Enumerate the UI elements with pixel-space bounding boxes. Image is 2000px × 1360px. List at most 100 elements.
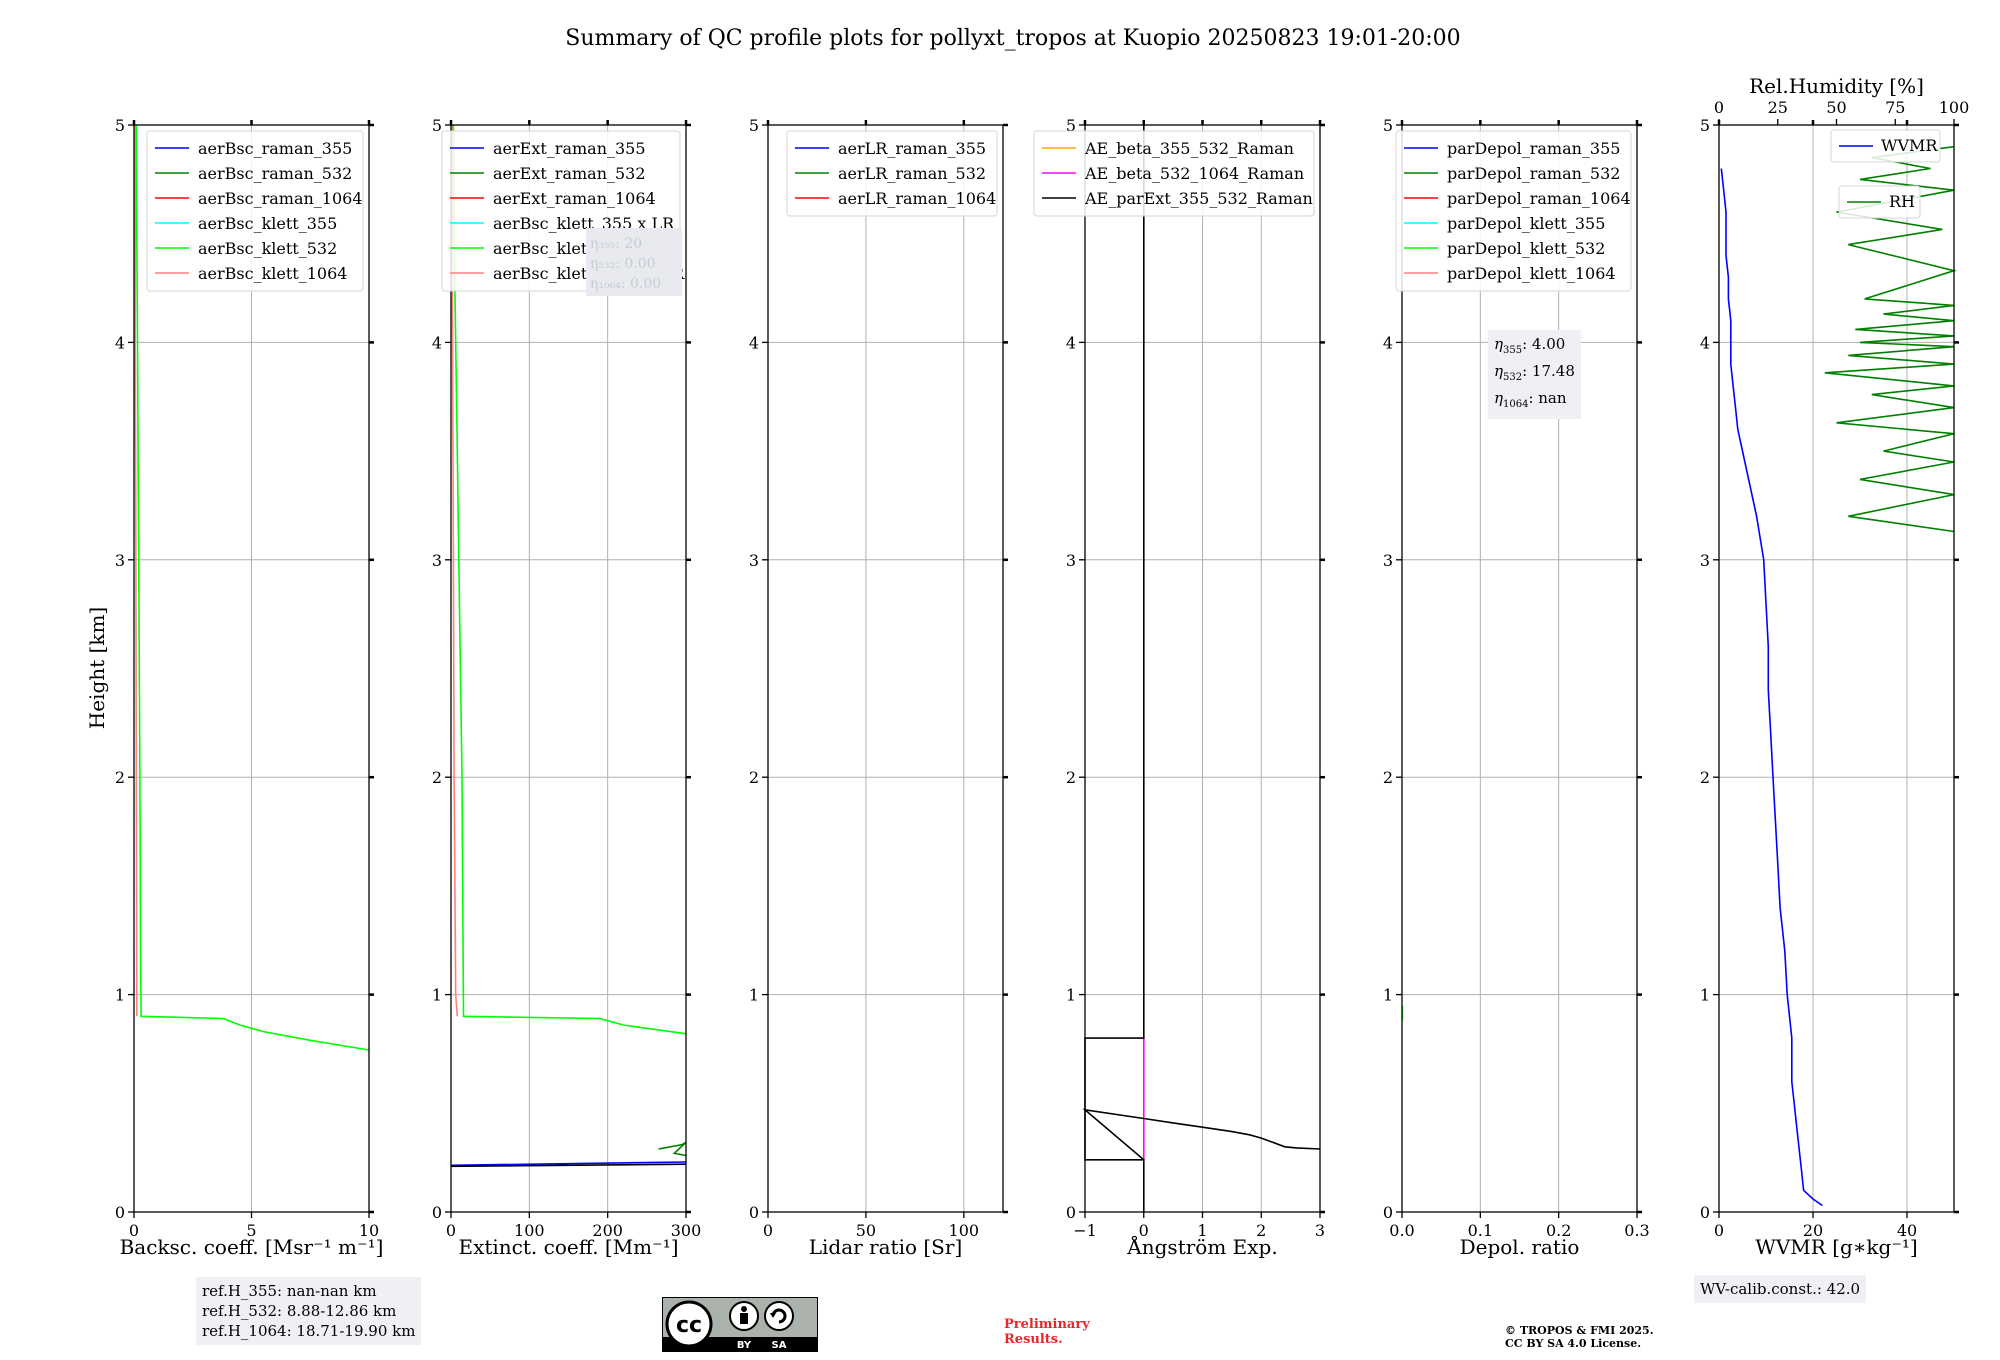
ref-height-355: ref.H_355: nan-nan km (202, 1282, 377, 1300)
y-tick-label: 0 (432, 1203, 442, 1222)
axes-frame (1401, 124, 1638, 1213)
y-tick-label: 5 (1066, 116, 1076, 135)
x-tick-label: 5 (246, 1221, 256, 1240)
cc-by-sa-badge: cc BY SA (662, 1297, 818, 1352)
y-tick-label: 0 (1383, 1203, 1393, 1222)
eta-1064: η1064: nan (1494, 389, 1567, 410)
y-tick-label: 3 (115, 551, 125, 570)
y-tick-label: 0 (749, 1203, 759, 1222)
x-tick-label: 0 (129, 1221, 139, 1240)
series-line-wvmr (1720, 168, 1823, 1207)
legend-label: aerLR_raman_532 (838, 164, 986, 183)
x2-tick-label: 100 (1939, 98, 1970, 117)
series-line-aerbsc-klett-532 (135, 124, 370, 1051)
eta-box-hidden (586, 228, 682, 296)
x-tick-label: 0.3 (1624, 1221, 1649, 1240)
legend-label: parDepol_klett_355 (1447, 214, 1605, 233)
series-line-rh (1824, 145, 1957, 533)
legend-label: aerBsc_klett_355 (198, 214, 337, 233)
y-tick-label: 1 (1066, 986, 1076, 1005)
y-tick-label: 3 (1700, 551, 1710, 570)
x-tick-label: 50 (856, 1221, 876, 1240)
preliminary-note: Preliminary Results. (1004, 1317, 1090, 1347)
eta-hidden-line: η₃₅₅: 20 (590, 236, 642, 252)
legend-label: parDepol_klett_532 (1447, 239, 1605, 258)
y-tick-label: 5 (115, 116, 125, 135)
x2-tick-label: 25 (1768, 98, 1788, 117)
wv-calib-box: WV-calib.const.: 42.0 (1694, 1275, 1867, 1303)
x-axis-label: WVMR [g∗kg⁻¹] (1755, 1235, 1917, 1259)
svg-text:BY: BY (737, 1340, 752, 1351)
y-tick-label: 4 (432, 333, 442, 352)
y-tick-label: 4 (1383, 333, 1393, 352)
legend-label: AE_beta_532_1064_Raman (1084, 164, 1304, 183)
legend-label: AE_beta_355_532_Raman (1084, 139, 1294, 158)
x-tick-label: 100 (949, 1221, 980, 1240)
x-tick-label: 0 (1139, 1221, 1149, 1240)
x-tick-label: 0.0 (1389, 1221, 1414, 1240)
legend-label: aerExt_raman_1064 (493, 189, 656, 208)
wv-calib-text: WV-calib.const.: 42.0 (1700, 1280, 1861, 1298)
svg-text:SA: SA (772, 1340, 787, 1351)
legend-label: aerLR_raman_355 (838, 139, 986, 158)
x-tick-label: 0 (763, 1221, 773, 1240)
y-tick-label: 5 (1383, 116, 1393, 135)
y-tick-label: 2 (1383, 768, 1393, 787)
legend-label: aerBsc_raman_1064 (198, 189, 363, 208)
cc-badge-graphic: cc BY SA (662, 1297, 818, 1352)
y-tick-label: 0 (115, 1203, 125, 1222)
y-tick-label: 2 (1066, 768, 1076, 787)
svg-text:cc: cc (676, 1313, 702, 1338)
y-tick-label: 5 (1700, 116, 1710, 135)
y-tick-label: 3 (432, 551, 442, 570)
y-tick-label: 5 (749, 116, 759, 135)
legend-label: parDepol_raman_355 (1447, 139, 1620, 158)
y-tick-label: 4 (115, 333, 125, 352)
copyright-note: © TROPOS & FMI 2025. CC BY SA 4.0 Licens… (1505, 1324, 1654, 1350)
x-tick-label: 20 (1803, 1221, 1823, 1240)
y-tick-label: 0 (1066, 1203, 1076, 1222)
axes-frame (767, 124, 1004, 1213)
y-tick-label: 3 (1066, 551, 1076, 570)
legend-label: aerExt_raman_532 (493, 164, 646, 183)
legend-label: aerBsc_klett_532 (198, 239, 337, 258)
legend-box (1830, 129, 1941, 163)
x-axis-label: Backsc. coeff. [Msr⁻¹ m⁻¹] (120, 1235, 384, 1259)
x-tick-label: 2 (1256, 1221, 1266, 1240)
x-tick-label: 3 (1315, 1221, 1325, 1240)
eta-hidden-line: η₁₀₆₄: 0.00 (590, 276, 661, 292)
x-tick-label: −1 (1073, 1221, 1097, 1240)
series-line-aerbsc-klett-1064-x-lr (450, 124, 459, 1017)
cc-icon (665, 1300, 713, 1348)
y-tick-label: 2 (749, 768, 759, 787)
y-tick-label: 1 (1383, 986, 1393, 1005)
y-tick-label: 4 (749, 333, 759, 352)
x-tick-label: 10 (359, 1221, 379, 1240)
y-axis-label: Height [km] (85, 607, 109, 729)
legend-label: AE_parExt_355_532_Raman (1084, 189, 1313, 208)
axes-frame (1718, 124, 1955, 1213)
x-tick-label: 0.2 (1546, 1221, 1571, 1240)
legend-label: RH (1889, 192, 1915, 211)
legend-label: parDepol_raman_532 (1447, 164, 1620, 183)
legend-label: aerBsc_raman_532 (198, 164, 352, 183)
x-tick-label: 0 (446, 1221, 456, 1240)
y-tick-label: 1 (749, 986, 759, 1005)
x-axis-label: Ångström Exp. (1126, 1234, 1277, 1259)
legend-box (1395, 130, 1632, 292)
legend-label: aerBsc_raman_355 (198, 139, 352, 158)
y-tick-label: 3 (1383, 551, 1393, 570)
y-tick-label: 0 (1700, 1203, 1710, 1222)
y-tick-label: 4 (1700, 333, 1710, 352)
series-line-unnamed-6 (450, 1163, 687, 1168)
series-line-aerext-raman-355 (450, 1161, 687, 1167)
legend-box (1033, 130, 1315, 217)
y-tick-label: 2 (1700, 768, 1710, 787)
axes-frame (450, 124, 687, 1213)
